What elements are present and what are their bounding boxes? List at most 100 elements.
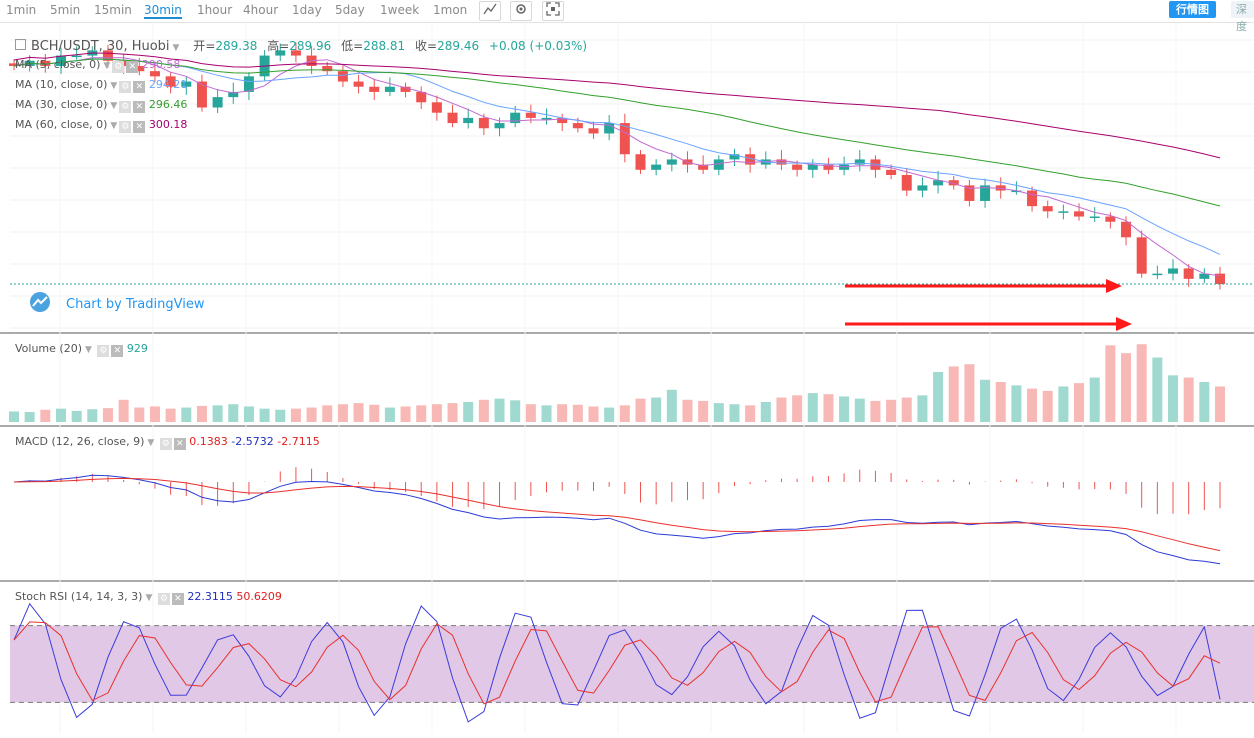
candle-body <box>1074 211 1085 217</box>
timeframe-5min[interactable]: 5min <box>50 3 81 17</box>
ma60-line <box>13 52 1221 159</box>
ma5-close-icon[interactable]: ✕ <box>126 61 139 73</box>
ma10-line <box>13 58 1221 255</box>
volume-bar <box>353 403 364 422</box>
volume-bar <box>1215 386 1225 422</box>
candle-body <box>510 112 521 124</box>
timeframe-1min[interactable]: 1min <box>6 3 37 17</box>
candle-body <box>1042 206 1053 212</box>
stoch-settings-icon[interactable]: ⚙ <box>157 593 170 605</box>
macd-close-icon[interactable]: ✕ <box>173 438 186 450</box>
candle-body <box>243 76 254 92</box>
ma60-close-icon[interactable]: ✕ <box>133 121 146 133</box>
volume-bar <box>1058 386 1069 422</box>
volume-bar <box>431 404 442 422</box>
candle-body <box>478 117 489 129</box>
candle-body <box>71 55 82 58</box>
candle-body <box>792 164 803 170</box>
volume-bar <box>1089 377 1100 422</box>
candle-body <box>134 65 145 72</box>
volume-bar <box>776 397 787 422</box>
timeframe-1hour[interactable]: 1hour <box>197 3 233 17</box>
timeframe-5day[interactable]: 5day <box>335 3 365 17</box>
candle-body <box>807 164 818 170</box>
stoch-d-value: 50.6209 <box>236 590 282 603</box>
ma60-value: 300.18 <box>148 118 188 131</box>
timeframe-1day[interactable]: 1day <box>292 3 322 17</box>
ma30-close-icon[interactable]: ✕ <box>133 101 146 113</box>
candle-body <box>651 164 662 170</box>
tradingview-brand[interactable]: Chart by TradingView <box>66 297 205 312</box>
macd-line <box>13 474 1221 565</box>
candle-body <box>322 65 333 72</box>
candle-body <box>541 117 552 120</box>
stoch-k-value: 22.3115 <box>187 590 233 603</box>
volume-bar <box>384 407 395 422</box>
volume-bar <box>760 402 771 422</box>
macd-label: MACD (12, 26, close, 9) <box>15 435 145 448</box>
volume-bar <box>1105 345 1116 422</box>
macd-settings-icon[interactable]: ⚙ <box>159 438 172 450</box>
ma10-close-icon[interactable]: ✕ <box>133 81 146 93</box>
depth-chart-button[interactable]: 深度 <box>1231 1 1254 33</box>
candle-body <box>557 117 568 124</box>
ma10-settings-icon[interactable]: ⚙ <box>119 81 132 93</box>
volume-bar <box>1042 390 1053 422</box>
candle-body <box>1027 190 1038 207</box>
candle-body <box>149 71 160 77</box>
candle-body <box>9 63 19 66</box>
volume-bar <box>478 399 489 422</box>
change-value: +0.08 (+0.03%) <box>488 39 588 53</box>
volume-bar <box>290 408 301 422</box>
candle-body <box>1089 216 1100 219</box>
timeframe-30min[interactable]: 30min <box>144 3 182 19</box>
settings-icon[interactable] <box>510 1 532 21</box>
candle-body <box>917 185 928 191</box>
ma30-settings-icon[interactable]: ⚙ <box>119 101 132 113</box>
timeframe-1mon[interactable]: 1mon <box>433 3 468 17</box>
candle-body <box>948 180 959 186</box>
timeframe-4hour[interactable]: 4hour <box>243 3 279 17</box>
ma60-settings-icon[interactable]: ⚙ <box>119 121 132 133</box>
high-value: 289.96 <box>289 39 332 53</box>
candle-body <box>275 50 286 56</box>
volume-bar <box>1199 382 1210 422</box>
volume-bar <box>619 405 630 422</box>
volume-bar <box>510 400 521 422</box>
macd-legend: MACD (12, 26, close, 9) ▼ ⚙ ✕ 0.1383 -2.57… <box>15 435 320 450</box>
chart-style-icon[interactable] <box>479 1 501 21</box>
macd-signal-line <box>13 477 1221 552</box>
candle-body <box>604 123 615 134</box>
collapse-icon[interactable] <box>15 39 26 50</box>
candle-body <box>494 123 505 129</box>
main-legend: BCH/USDT, 30, Huobi ▼ 开=289.38 高=289.96 低… <box>15 37 587 54</box>
market-chart-button[interactable]: 行情图 <box>1169 1 1216 18</box>
timeframe-15min[interactable]: 15min <box>94 3 132 17</box>
stoch-legend: Stoch RSI (14, 14, 3, 3) ▼ ⚙ ✕ 22.3115 50.… <box>15 590 282 605</box>
candle-body <box>228 91 239 98</box>
ma5-settings-icon[interactable]: ⚙ <box>112 61 125 73</box>
fullscreen-icon[interactable] <box>542 1 564 21</box>
volume-bar <box>854 398 865 422</box>
candle-body <box>447 112 458 124</box>
stoch-close-icon[interactable]: ✕ <box>171 593 184 605</box>
timeframe-1week[interactable]: 1week <box>380 3 420 17</box>
ma30-value: 296.46 <box>148 98 188 111</box>
candle-body <box>369 86 380 92</box>
candle-body <box>1183 268 1194 279</box>
volume-bar <box>118 399 129 422</box>
candle-body <box>431 102 442 113</box>
volume-value: 929 <box>126 342 148 355</box>
volume-settings-icon[interactable]: ⚙ <box>97 345 110 357</box>
volume-legend: Volume (20) ▼ ⚙ ✕ 929 <box>15 342 148 357</box>
volume-bar <box>948 366 959 422</box>
volume-bar <box>729 404 740 422</box>
volume-bar <box>635 398 646 422</box>
volume-bar <box>134 407 145 422</box>
symbol-dropdown-icon[interactable]: ▼ <box>172 43 180 53</box>
volume-bar <box>886 399 897 422</box>
candle-body <box>102 50 113 61</box>
volume-close-icon[interactable]: ✕ <box>111 345 124 357</box>
volume-bar <box>1011 385 1022 422</box>
symbol-label: BCH/USDT, 30, Huobi <box>31 39 170 54</box>
